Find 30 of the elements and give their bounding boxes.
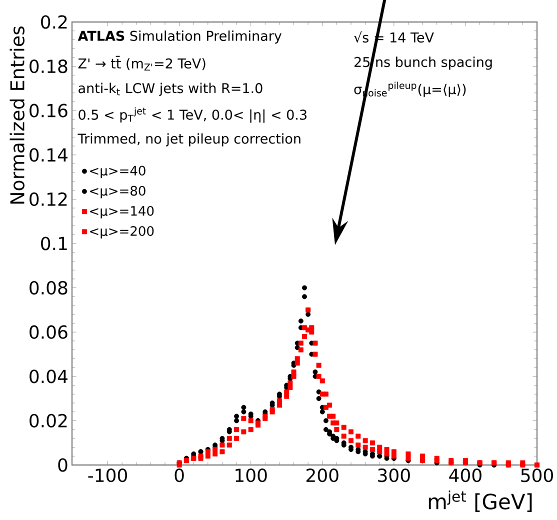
annotation: ATLAS Simulation Preliminary xyxy=(78,30,282,44)
x-tick-label: 200 xyxy=(306,468,338,482)
y-tick-label: 0.12 xyxy=(30,192,67,206)
annotation: 0.5 < p$_{T}$$^{jet}$ < 1 TeV, 0.0< |η| < 0.3 xyxy=(78,107,306,123)
y-tick-label: 0.02 xyxy=(30,414,67,428)
legend-label: <μ>=80 xyxy=(90,186,146,198)
x-axis-title: m$^{jet}$ [GeV] xyxy=(428,490,532,512)
y-tick-label: 0.1 xyxy=(41,236,67,250)
y-tick-label: 0.08 xyxy=(30,280,68,295)
y-axis-title: Normalized Entries xyxy=(10,26,24,204)
annotation: anti-k$_{t}$ LCW jets with R=1.0 xyxy=(78,82,262,96)
x-tick-label: 400 xyxy=(449,468,482,482)
y-tick-label: 0 xyxy=(58,458,68,472)
x-tick-label: -100 xyxy=(88,468,127,482)
x-tick-label: 500 xyxy=(521,468,553,482)
legend-label: <μ>=40 xyxy=(90,166,146,178)
y-tick-label: 0.2 xyxy=(41,15,67,29)
x-tick-label: 0 xyxy=(174,468,184,482)
legend-label: <μ>=140 xyxy=(90,206,154,218)
annotation: Trimmed, no jet pileup correction xyxy=(78,133,300,146)
legend-label: <μ>=200 xyxy=(90,226,154,238)
y-tick-label: 0.16 xyxy=(30,104,68,118)
y-tick-label: 0.18 xyxy=(30,59,68,74)
x-tick-label: 300 xyxy=(378,468,410,482)
y-tick-label: 0.04 xyxy=(30,370,68,384)
y-tick-label: 0.06 xyxy=(30,325,68,339)
annotation: Z' → tt̄ (m$_{Z'}$=2 TeV) xyxy=(78,56,206,71)
y-tick-label: 0.14 xyxy=(30,148,68,162)
x-tick-label: 100 xyxy=(236,468,267,482)
annotation: 25 ns bunch spacing xyxy=(354,56,492,70)
